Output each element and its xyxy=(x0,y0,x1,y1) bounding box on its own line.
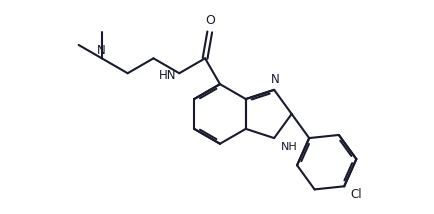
Text: HN: HN xyxy=(158,69,176,82)
Text: N: N xyxy=(96,44,105,57)
Text: N: N xyxy=(270,73,279,86)
Text: O: O xyxy=(204,15,214,27)
Text: NH: NH xyxy=(280,142,297,152)
Text: Cl: Cl xyxy=(349,188,361,201)
